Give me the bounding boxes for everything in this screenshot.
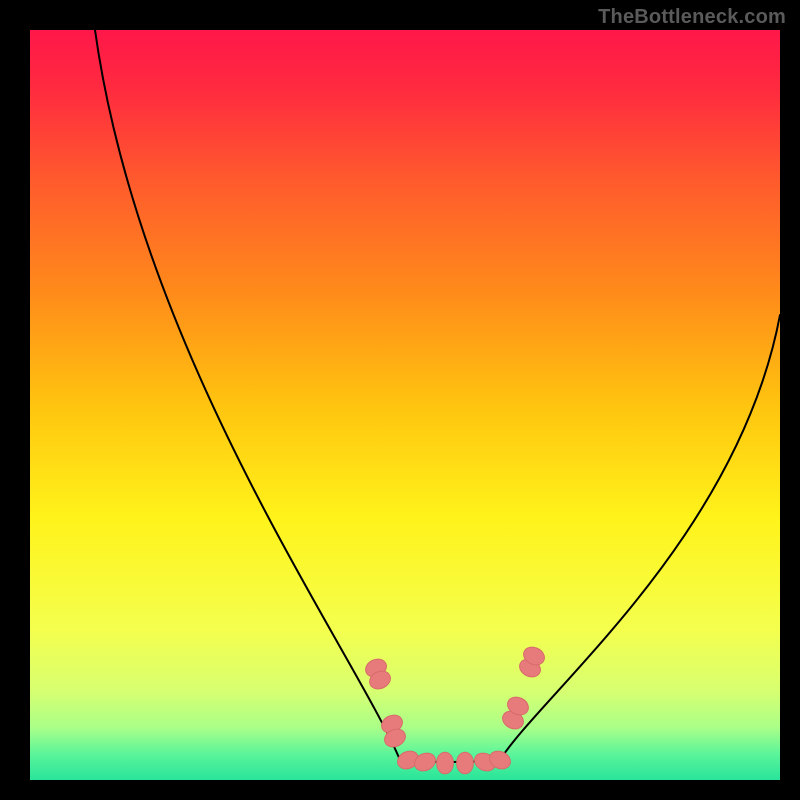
frame-left: [0, 0, 30, 800]
frame-right: [780, 0, 800, 800]
curve-marker: [457, 752, 474, 774]
chart-container: TheBottleneck.com: [0, 0, 800, 800]
frame-bottom: [0, 780, 800, 800]
curve-marker: [437, 752, 454, 774]
chart-plot-area: [30, 30, 780, 780]
watermark-text: TheBottleneck.com: [598, 6, 786, 29]
bottleneck-chart: [0, 0, 800, 800]
